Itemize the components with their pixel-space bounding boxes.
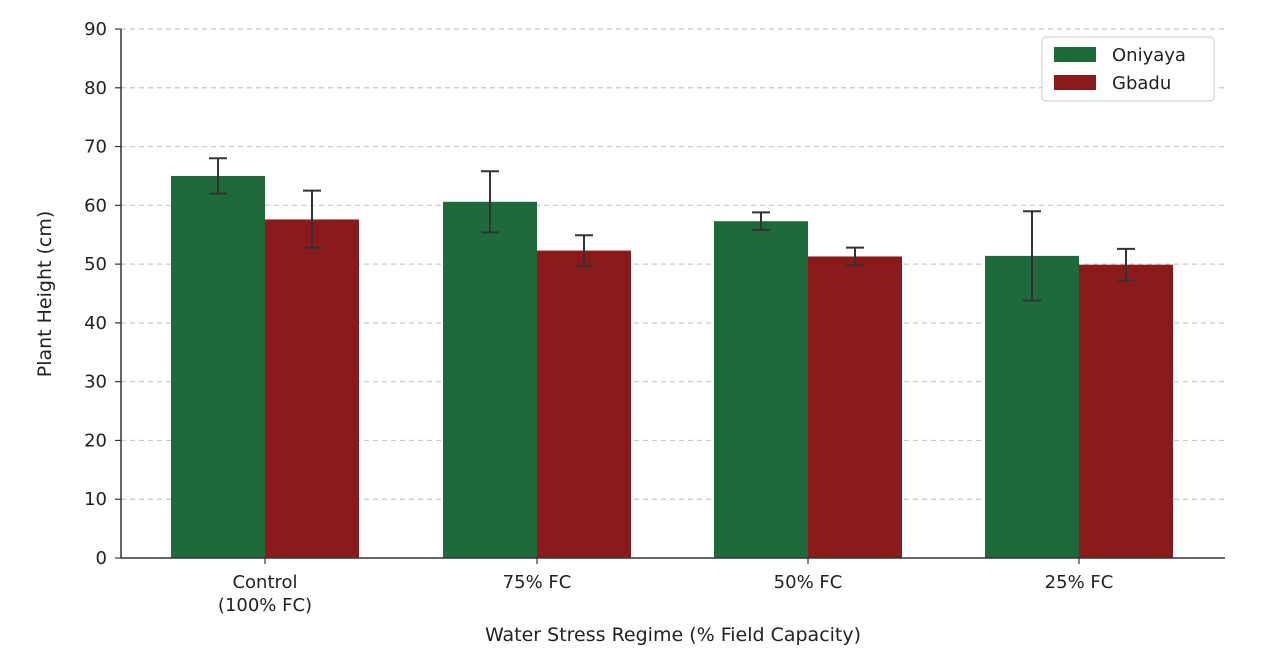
bar-gbadu-2	[808, 256, 902, 558]
legend: Oniyaya Gbadu	[1041, 36, 1215, 102]
legend-label-oniyaya: Oniyaya	[1112, 45, 1186, 66]
y-tick-label: 0	[96, 548, 107, 569]
x-tick-label: 75% FC	[503, 572, 572, 593]
legend-label-gbadu: Gbadu	[1112, 73, 1171, 94]
y-tick-label: 30	[84, 372, 107, 393]
y-ticks: 0 10 20 30 40 50 60 70 80 90	[84, 19, 121, 569]
y-tick-label: 60	[84, 195, 107, 216]
bar-oniyaya-1	[443, 201, 537, 558]
y-tick-label: 80	[84, 78, 107, 99]
error-bars-group	[209, 157, 1135, 302]
x-ticks: Control(100% FC) 75% FC 50% FC 25% FC	[218, 558, 1113, 616]
y-tick-label: 70	[84, 137, 107, 158]
bar-oniyaya-0	[171, 175, 265, 558]
bar-gbadu-0	[265, 219, 359, 558]
y-tick-label: 50	[84, 254, 107, 275]
y-tick-label: 20	[84, 430, 107, 451]
x-tick-label: (100% FC)	[218, 595, 312, 616]
bars-group	[171, 175, 1173, 559]
legend-swatch-oniyaya	[1054, 47, 1096, 62]
axes	[120, 29, 1225, 559]
bar-gbadu-3	[1079, 264, 1173, 558]
x-tick-label: Control	[232, 572, 297, 593]
x-tick-label: 25% FC	[1045, 572, 1114, 593]
bar-oniyaya-3	[985, 255, 1079, 559]
y-axis-label: Plant Height (cm)	[34, 211, 56, 378]
legend-swatch-gbadu	[1054, 75, 1096, 90]
y-tick-label: 40	[84, 313, 107, 334]
y-tick-label: 10	[84, 489, 107, 510]
x-axis-label: Water Stress Regime (% Field Capacity)	[485, 624, 861, 646]
y-tick-label: 90	[84, 19, 107, 40]
x-tick-label: 50% FC	[774, 572, 843, 593]
bar-oniyaya-2	[714, 221, 808, 558]
bar-gbadu-1	[537, 250, 631, 558]
